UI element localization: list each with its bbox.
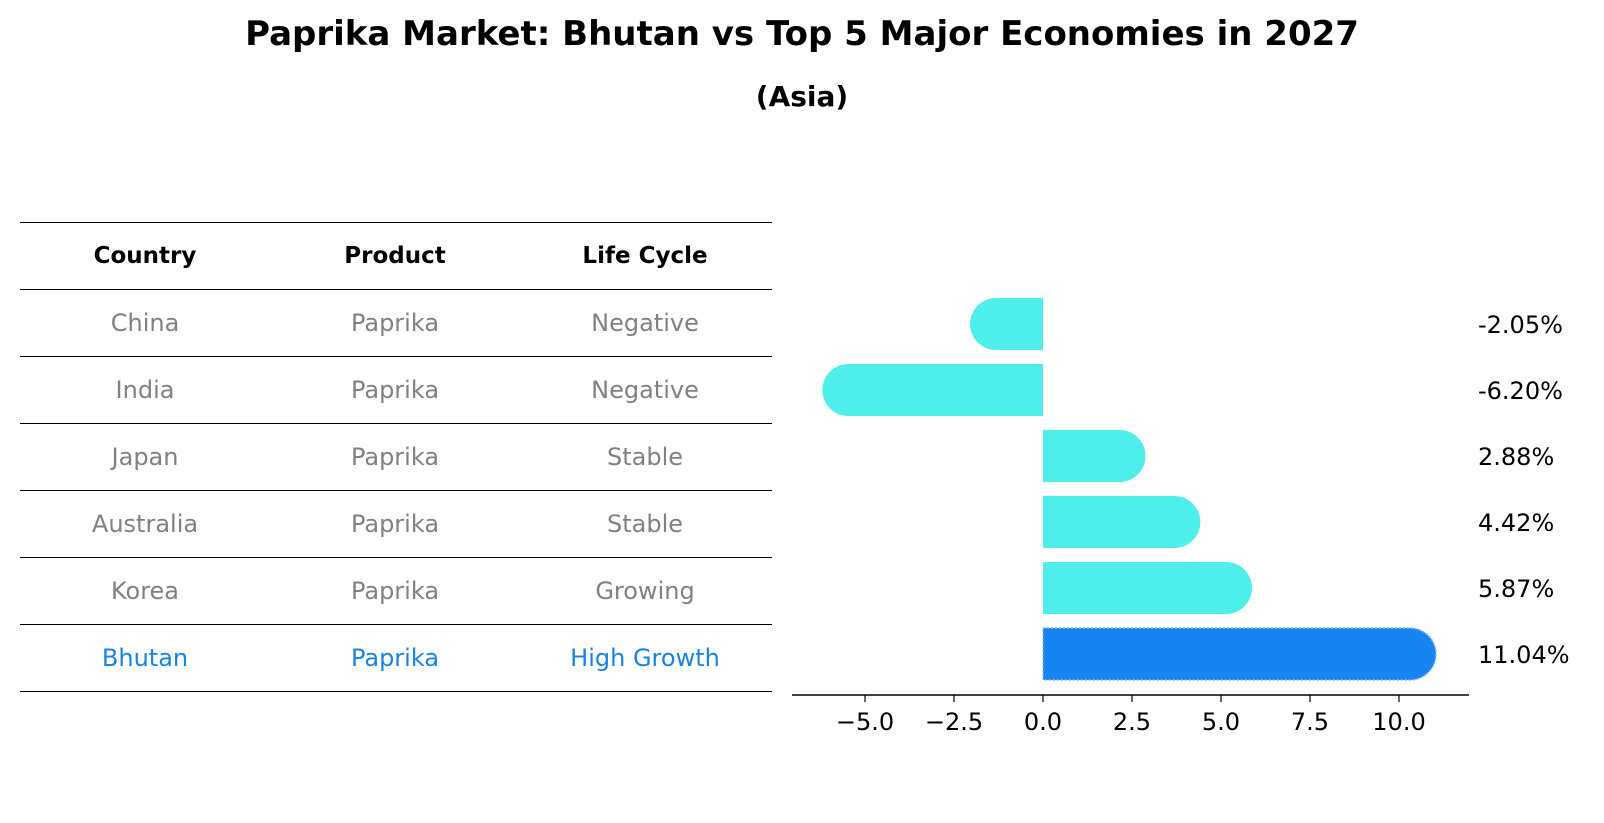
bar-bhutan bbox=[1042, 627, 1437, 681]
x-tick-label: 10.0 bbox=[1372, 708, 1425, 736]
value-label: -6.20% bbox=[1478, 377, 1563, 405]
chart-title: Paprika Market: Bhutan vs Top 5 Major Ec… bbox=[245, 14, 1359, 54]
value-label: -2.05% bbox=[1478, 311, 1563, 339]
cell-product: Paprika bbox=[350, 577, 440, 605]
cell-country: Australia bbox=[91, 510, 199, 538]
table-row-highlight: Bhutan Paprika High Growth bbox=[20, 624, 772, 692]
cell-product: Paprika bbox=[350, 644, 440, 672]
table-header-row: Country Product Life Cycle bbox=[20, 222, 772, 289]
value-label: 11.04% bbox=[1478, 641, 1570, 669]
chart-subtitle: (Asia) bbox=[755, 80, 849, 113]
bar-australia bbox=[1043, 496, 1201, 548]
cell-product: Paprika bbox=[350, 443, 440, 471]
x-tick-label: 5.0 bbox=[1202, 708, 1240, 736]
table-row: Japan Paprika Stable bbox=[20, 423, 772, 490]
table-row: Korea Paprika Growing bbox=[20, 557, 772, 624]
value-label: 4.42% bbox=[1478, 509, 1554, 537]
cell-product: Paprika bbox=[350, 510, 440, 538]
header-country: Country bbox=[93, 243, 197, 269]
header-product: Product bbox=[344, 243, 446, 269]
cell-country: India bbox=[115, 376, 175, 404]
bar-china bbox=[970, 298, 1043, 350]
table-row: Australia Paprika Stable bbox=[20, 490, 772, 557]
bar-india bbox=[822, 364, 1043, 416]
cell-product: Paprika bbox=[350, 376, 440, 404]
cell-life-cycle: High Growth bbox=[570, 644, 720, 672]
data-table: Country Product Life Cycle China Paprika… bbox=[20, 222, 772, 692]
cell-country: China bbox=[110, 309, 180, 337]
cell-product: Paprika bbox=[350, 309, 440, 337]
bar-korea bbox=[1043, 562, 1252, 614]
x-tick-label: −2.5 bbox=[925, 708, 983, 736]
cell-life-cycle: Stable bbox=[606, 510, 684, 538]
cell-life-cycle: Growing bbox=[595, 577, 695, 605]
cell-life-cycle: Negative bbox=[591, 309, 699, 337]
cell-country: Korea bbox=[110, 577, 180, 605]
table-row: China Paprika Negative bbox=[20, 289, 772, 356]
cell-country: Bhutan bbox=[101, 644, 189, 672]
cell-life-cycle: Negative bbox=[591, 376, 699, 404]
x-tick-label: 2.5 bbox=[1113, 708, 1151, 736]
value-label: 5.87% bbox=[1478, 575, 1554, 603]
x-tick-label: 7.5 bbox=[1291, 708, 1329, 736]
value-label: 2.88% bbox=[1478, 443, 1554, 471]
cell-country: Japan bbox=[111, 443, 179, 471]
bar-japan bbox=[1043, 430, 1146, 482]
table-row: India Paprika Negative bbox=[20, 356, 772, 423]
cell-life-cycle: Stable bbox=[606, 443, 684, 471]
x-tick-label: −5.0 bbox=[836, 708, 894, 736]
x-tick-label: 0.0 bbox=[1024, 708, 1062, 736]
header-life-cycle: Life Cycle bbox=[582, 243, 708, 269]
